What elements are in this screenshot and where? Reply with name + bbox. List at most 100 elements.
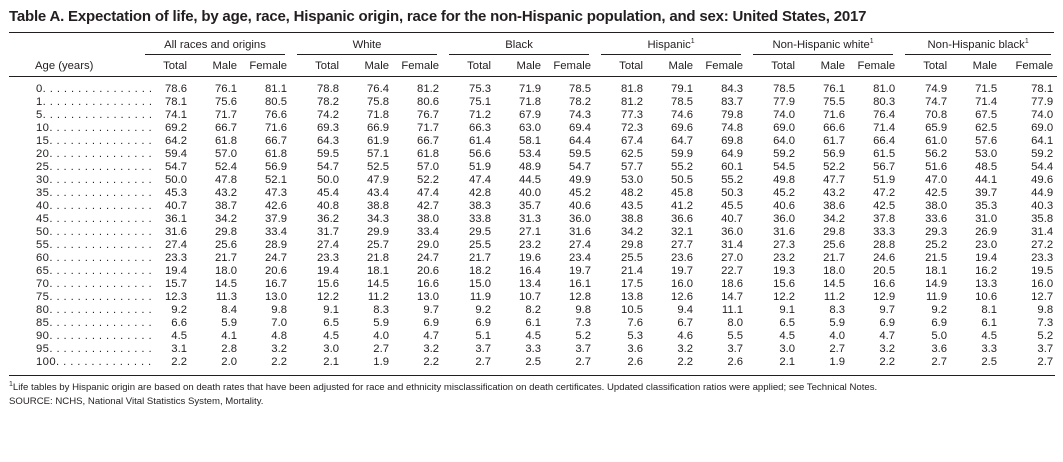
value-cell: 71.9 bbox=[519, 82, 542, 95]
value-cell: 61.7 bbox=[823, 134, 846, 147]
value-cell: 36.6 bbox=[671, 212, 694, 225]
value-cell: 67.4 bbox=[621, 134, 644, 147]
value-cell: 52.2 bbox=[417, 173, 440, 186]
value-cell: 2.2 bbox=[677, 355, 694, 368]
value-cell: 21.8 bbox=[367, 251, 390, 264]
value-cell: 27.4 bbox=[165, 238, 187, 251]
value-cell: 47.7 bbox=[823, 173, 846, 186]
value-cell: 78.2 bbox=[317, 95, 340, 108]
value-cell: 71.8 bbox=[519, 95, 542, 108]
value-cell: 16.1 bbox=[569, 277, 592, 290]
footnote-text: Life tables by Hispanic origin are based… bbox=[12, 381, 878, 393]
value-cell: 21.7 bbox=[469, 251, 492, 264]
value-cell: 72.3 bbox=[621, 121, 644, 134]
value-cell: 18.1 bbox=[367, 264, 390, 277]
value-cell: 2.2 bbox=[171, 355, 187, 368]
value-cell: 18.0 bbox=[823, 264, 846, 277]
value-cell: 45.2 bbox=[569, 186, 592, 199]
value-cell: 57.0 bbox=[417, 160, 440, 173]
group-header: Non-Hispanic black1 bbox=[899, 33, 1057, 57]
group-label: All races and origins bbox=[164, 39, 266, 51]
column-header: Male bbox=[191, 57, 241, 77]
age-cell: 30. . . . . . . . . . . . . . . bbox=[36, 173, 152, 186]
value-cell: 36.2 bbox=[317, 212, 340, 225]
value-cell: 16.4 bbox=[519, 264, 542, 277]
value-cell: 25.5 bbox=[621, 251, 644, 264]
value-cell: 16.7 bbox=[265, 277, 288, 290]
value-cell: 19.7 bbox=[671, 264, 694, 277]
value-cell: 27.7 bbox=[671, 238, 694, 251]
value-cell: 15.7 bbox=[165, 277, 187, 290]
value-cell: 2.6 bbox=[727, 355, 744, 368]
value-cell: 53.0 bbox=[621, 173, 644, 186]
column-header: Male bbox=[495, 57, 546, 77]
value-cell: 6.5 bbox=[779, 316, 796, 329]
value-cell: 69.3 bbox=[317, 121, 340, 134]
value-cell: 21.5 bbox=[925, 251, 948, 264]
value-cell: 40.7 bbox=[165, 199, 187, 212]
group-label: Black bbox=[505, 39, 533, 51]
age-cell: 65. . . . . . . . . . . . . . . bbox=[36, 264, 152, 277]
value-cell: 38.8 bbox=[621, 212, 644, 225]
value-cell: 83.7 bbox=[721, 95, 744, 108]
value-cell: 1.9 bbox=[829, 355, 846, 368]
value-cell: 10.5 bbox=[621, 303, 644, 316]
value-cell: 9.7 bbox=[879, 303, 896, 316]
value-cell: 38.7 bbox=[215, 199, 237, 212]
value-cell: 40.0 bbox=[519, 186, 542, 199]
value-cell: 9.7 bbox=[423, 303, 440, 316]
value-cell: 29.3 bbox=[925, 225, 948, 238]
value-cell: 19.6 bbox=[519, 251, 542, 264]
value-cell: 36.1 bbox=[165, 212, 187, 225]
value-cell: 77.9 bbox=[773, 95, 796, 108]
value-cell: 74.2 bbox=[317, 108, 340, 121]
value-cell: 3.2 bbox=[677, 342, 694, 355]
value-cell: 4.5 bbox=[171, 329, 187, 342]
value-cell: 76.4 bbox=[367, 82, 390, 95]
value-cell: 74.7 bbox=[925, 95, 948, 108]
table-row: 1. . . . . . . . . . . . . . . . 78.1 75.6… bbox=[9, 96, 1057, 109]
value-cell: 47.3 bbox=[265, 186, 288, 199]
source-note: SOURCE: NCHS, National Vital Statistics … bbox=[9, 395, 264, 407]
value-cell: 16.6 bbox=[417, 277, 440, 290]
value-cell: 71.6 bbox=[265, 121, 288, 134]
value-cell: 71.2 bbox=[469, 108, 492, 121]
column-header: Total bbox=[899, 57, 952, 77]
value-cell: 20.6 bbox=[265, 264, 288, 277]
value-cell: 9.2 bbox=[475, 303, 492, 316]
value-cell: 4.5 bbox=[525, 329, 542, 342]
value-cell: 47.4 bbox=[417, 186, 440, 199]
value-cell: 74.3 bbox=[569, 108, 592, 121]
value-cell: 34.3 bbox=[367, 212, 390, 225]
value-cell: 11.1 bbox=[721, 303, 744, 316]
value-cell: 57.6 bbox=[975, 134, 998, 147]
value-cell: 8.1 bbox=[981, 303, 998, 316]
value-cell: 74.6 bbox=[671, 108, 694, 121]
value-cell: 47.0 bbox=[925, 173, 948, 186]
value-cell: 12.7 bbox=[1031, 290, 1054, 303]
value-cell: 56.2 bbox=[925, 147, 948, 160]
value-cell: 81.2 bbox=[417, 82, 440, 95]
value-cell: 59.5 bbox=[317, 147, 340, 160]
value-cell: 71.6 bbox=[823, 108, 846, 121]
table-row: 100. . . . . . . . . . . . . . 2.2 2.0 2.2 2… bbox=[9, 356, 1057, 372]
value-cell: 76.4 bbox=[873, 108, 896, 121]
value-cell: 27.3 bbox=[773, 238, 796, 251]
group-header: Hispanic1 bbox=[595, 33, 747, 57]
value-cell: 2.5 bbox=[525, 355, 542, 368]
value-cell: 5.9 bbox=[829, 316, 846, 329]
value-cell: 27.4 bbox=[317, 238, 340, 251]
table-row: 0. . . . . . . . . . . . . . . . 78.6 76.1… bbox=[9, 76, 1057, 96]
value-cell: 49.8 bbox=[773, 173, 796, 186]
column-header: Female bbox=[1001, 57, 1058, 77]
age-cell: 45. . . . . . . . . . . . . . . bbox=[36, 212, 152, 225]
value-cell: 61.8 bbox=[417, 147, 440, 160]
value-cell: 45.5 bbox=[721, 199, 744, 212]
value-cell: 45.4 bbox=[317, 186, 340, 199]
value-cell: 2.1 bbox=[779, 355, 796, 368]
value-cell: 23.2 bbox=[519, 238, 542, 251]
table-row: 40. . . . . . . . . . . . . . . 40.7 38.7 4… bbox=[9, 200, 1057, 213]
value-cell: 3.2 bbox=[879, 342, 896, 355]
value-cell: 3.0 bbox=[323, 342, 340, 355]
value-cell: 29.8 bbox=[823, 225, 846, 238]
